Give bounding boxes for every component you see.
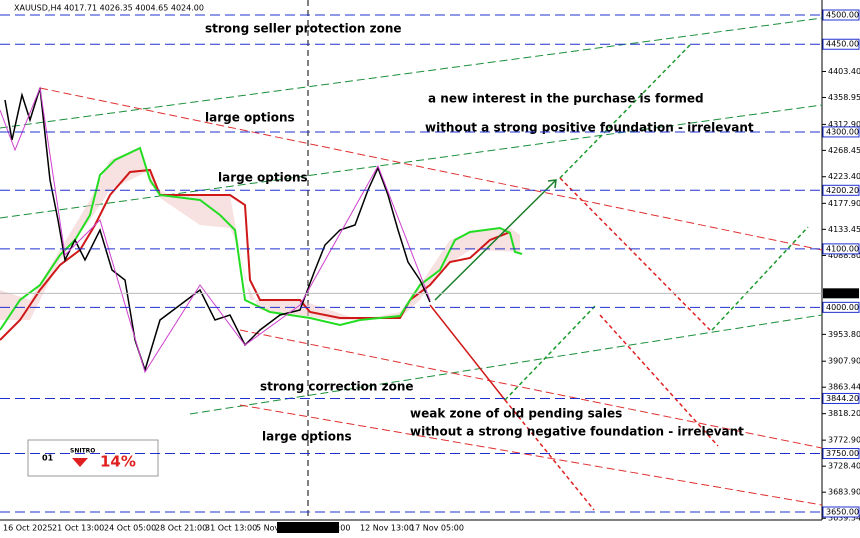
price-label: 3953.80: [828, 330, 860, 339]
time-label: 5 Nov: [256, 524, 280, 533]
annotation: large options: [218, 171, 308, 185]
price-label: 3907.90: [828, 357, 860, 366]
level-label: 4000.00: [826, 303, 859, 312]
annotation: large options: [205, 111, 295, 125]
level-box: [822, 301, 860, 313]
trend-lines: [0, 17, 823, 506]
badge-down-icon: [72, 458, 88, 467]
badge-brand: SNITRO: [70, 448, 95, 455]
annotation: strong seller protection zone: [205, 22, 402, 36]
level-label: 3650.00: [826, 508, 859, 517]
badge-change: 14%: [100, 453, 136, 471]
forecast-arrows: [429, 44, 809, 511]
level-box: [822, 126, 860, 138]
price-label: 4223.40: [828, 172, 860, 181]
price-label: 4133.45: [828, 225, 860, 234]
level-box: [822, 38, 860, 50]
time-label: 2025.11.10 00:00: [279, 524, 350, 533]
price-label: 3683.90: [828, 488, 860, 497]
time-label: 17 Nov 05:00: [410, 524, 464, 533]
price-label: 3728.40: [828, 462, 860, 471]
annotation: without a strong positive foundation - i…: [425, 121, 754, 135]
level-label: 4100.00: [826, 244, 859, 253]
time-label: 21 Oct 13:00: [52, 524, 104, 533]
level-box: [822, 9, 860, 21]
level-label: 4450.00: [826, 40, 859, 49]
level-label: 3750.00: [826, 449, 859, 458]
time-cursor-box: [277, 522, 339, 533]
level-box: [822, 243, 860, 255]
annotation: weak zone of old pending sales: [410, 407, 622, 421]
annotation: strong correction zone: [260, 380, 414, 394]
price-line: [4, 87, 431, 373]
zigzag: [0, 86, 431, 374]
time-label: 31 Oct 13:00: [205, 524, 257, 533]
tenkan-line: [0, 146, 523, 331]
level-label: 4500.00: [826, 11, 859, 20]
annotation: large options: [262, 430, 352, 444]
price-label: 4403.40: [828, 67, 860, 76]
price-label: 4358.95: [828, 93, 860, 102]
level-box: [822, 184, 860, 196]
time-label: 24 Oct 05:00: [104, 524, 156, 533]
level-label: 4300.00: [826, 127, 859, 136]
price-label: 3818.20: [828, 409, 860, 418]
price-label: 3863.44: [828, 383, 860, 392]
ohlc: 4017.71 4026.35 4004.65 4024.00: [64, 4, 204, 13]
level-label: 4200.20: [826, 186, 859, 195]
price-label: 4088.80: [828, 251, 860, 260]
price-label: 3639.34: [828, 514, 860, 523]
price-label: 4268.45: [828, 146, 860, 155]
level-box: [822, 392, 860, 404]
time-label: 16 Oct 2025: [3, 524, 52, 533]
annotation: without a strong negative foundation - i…: [410, 425, 744, 439]
badge-rank: 01: [42, 454, 54, 463]
symbol: XAUUSD,H4: [14, 4, 62, 13]
level-label: 3844.20: [826, 394, 859, 403]
time-label: 28 Oct 21:00: [155, 524, 207, 533]
level-box: [822, 448, 860, 460]
annotation: a new interest in the purchase is formed: [428, 92, 704, 106]
current-price-label: 4024.00: [826, 289, 859, 298]
current-price-box: [823, 288, 859, 299]
price-label: 3772.90: [828, 436, 860, 445]
level-box: [822, 506, 860, 518]
badge: [27, 439, 159, 477]
price-label: 4312.90: [828, 120, 860, 129]
time-label: 12 Nov 13:00: [360, 524, 414, 533]
price-label: 4177.90: [828, 199, 860, 208]
